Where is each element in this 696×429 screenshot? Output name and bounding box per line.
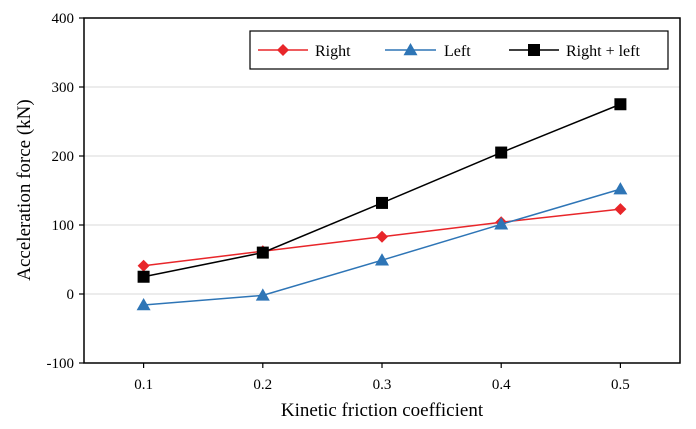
series-line bbox=[143, 103, 621, 278]
x-axis-ticks: 0.1 0.2 0.3 0.4 0.5 bbox=[134, 363, 630, 393]
y-tick-label: 200 bbox=[52, 149, 75, 165]
legend-entry: Right + left bbox=[509, 43, 640, 60]
data-point bbox=[136, 298, 151, 311]
legend-label: Right + left bbox=[566, 43, 640, 60]
data-point bbox=[495, 146, 508, 159]
legend-box bbox=[249, 30, 669, 70]
y-tick-label: 400 bbox=[52, 11, 75, 27]
legend-marker bbox=[403, 43, 418, 56]
data-point bbox=[375, 253, 389, 266]
x-axis-label: Kinetic friction coefficient bbox=[281, 400, 484, 421]
legend-entry: Right bbox=[258, 43, 351, 60]
y-tick-label: 300 bbox=[52, 80, 75, 96]
y-tick-label: 100 bbox=[52, 218, 75, 234]
legend-label: Left bbox=[444, 43, 471, 60]
x-tick-label: 0.4 bbox=[492, 377, 511, 393]
data-point bbox=[613, 182, 628, 195]
legend-marker bbox=[277, 44, 289, 56]
series-layer bbox=[136, 98, 628, 311]
data-point bbox=[255, 288, 270, 301]
series-left bbox=[136, 182, 628, 311]
data-point bbox=[494, 217, 509, 230]
y-tick-label: -100 bbox=[47, 356, 75, 372]
data-point bbox=[614, 98, 627, 111]
legend-marker bbox=[528, 44, 540, 56]
y-axis-ticks: -100 0 100 200 300 400 bbox=[47, 11, 84, 372]
data-point bbox=[614, 203, 627, 216]
data-point bbox=[137, 259, 150, 272]
x-tick-label: 0.5 bbox=[611, 377, 630, 393]
data-point bbox=[137, 270, 150, 283]
y-tick-label: 0 bbox=[67, 287, 75, 303]
x-tick-label: 0.2 bbox=[253, 377, 272, 393]
grid bbox=[84, 86, 680, 295]
data-point bbox=[376, 196, 388, 209]
x-tick-label: 0.3 bbox=[373, 377, 392, 393]
legend: Right Left Right + left bbox=[249, 30, 669, 70]
legend-label: Right bbox=[315, 43, 351, 60]
data-point bbox=[376, 230, 388, 243]
legend-entry: Left bbox=[385, 43, 471, 60]
y-axis-label: Acceleration force (kN) bbox=[14, 99, 35, 280]
x-tick-label: 0.1 bbox=[134, 377, 153, 393]
series-right-left bbox=[137, 98, 627, 283]
data-point bbox=[256, 246, 269, 259]
plot-frame bbox=[83, 17, 681, 364]
